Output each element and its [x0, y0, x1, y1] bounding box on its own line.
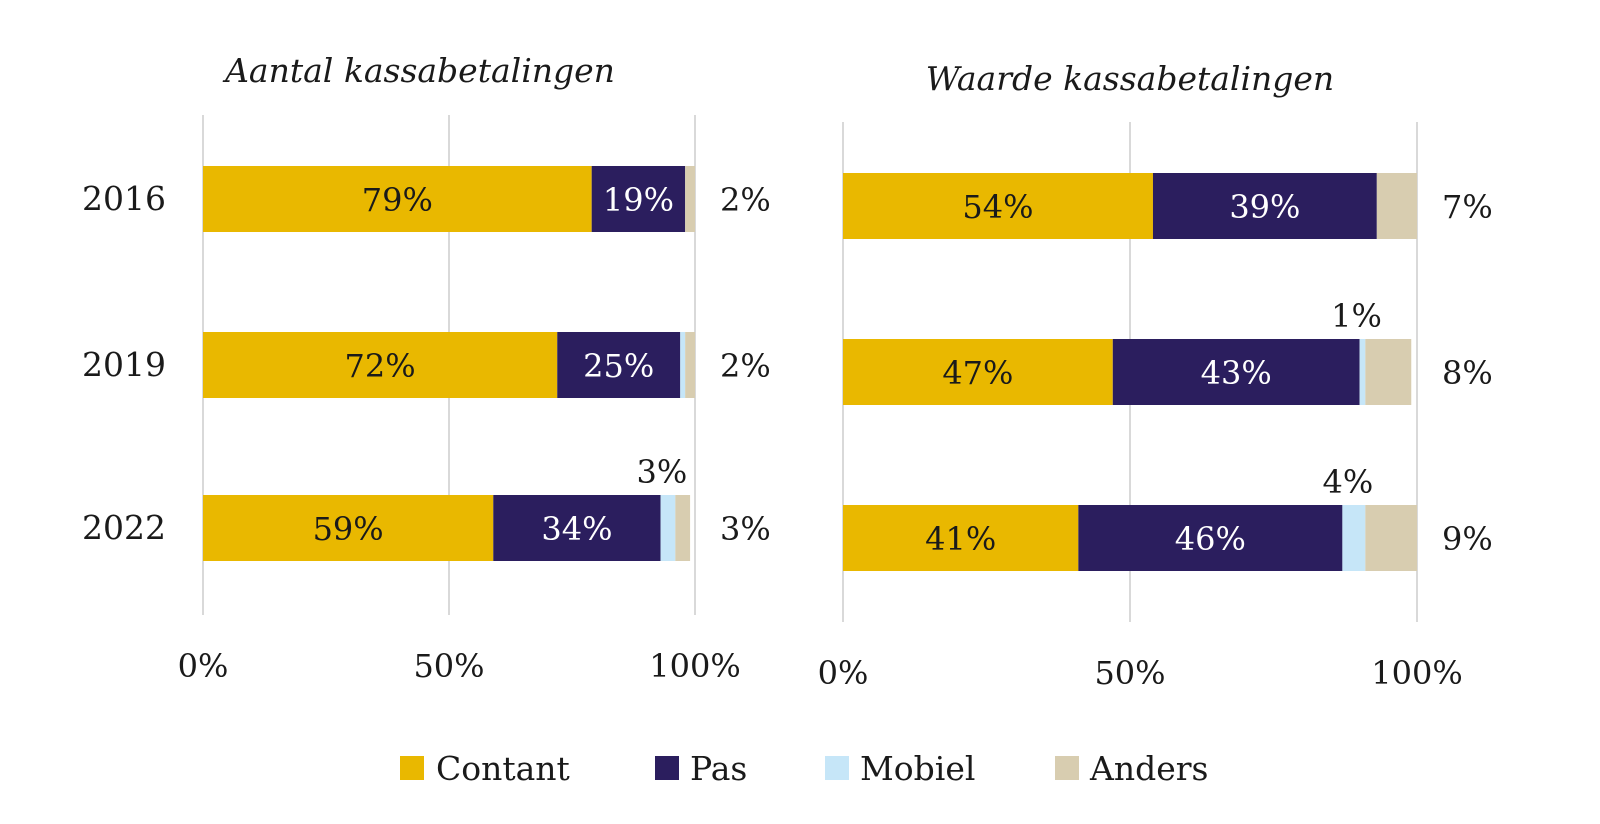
legend-label-anders: Anders [1089, 749, 1208, 788]
bar-segment-contant [203, 332, 558, 398]
data-label: 43% [1201, 354, 1272, 392]
year-label: 2019 [82, 345, 166, 384]
bar-segment-pas [1152, 173, 1377, 239]
bar-segment-anders [1376, 173, 1417, 239]
bar-segment-pas [591, 166, 686, 232]
bar-segment-contant [203, 166, 592, 232]
bar-segment-anders [1365, 339, 1412, 405]
legend-swatch-anders [1055, 756, 1079, 780]
data-label: 8% [1442, 354, 1493, 392]
data-label: 79% [362, 181, 433, 219]
data-label: 3% [637, 453, 688, 491]
legend-label-pas: Pas [690, 749, 747, 788]
data-label: 34% [541, 510, 612, 548]
data-label: 59% [313, 510, 384, 548]
bar-segment-anders [685, 166, 695, 232]
bar-segment-anders [685, 332, 695, 398]
bar-segment-contant [203, 495, 494, 561]
year-label: 2016 [82, 179, 166, 218]
year-label: 2022 [82, 508, 166, 547]
bar-segment-anders [675, 495, 691, 561]
data-label: 4% [1322, 463, 1373, 501]
data-label: 19% [603, 181, 674, 219]
data-label: 72% [345, 347, 416, 385]
data-label: 3% [720, 510, 771, 548]
x-tick-label: 0% [818, 654, 869, 692]
data-label: 47% [942, 354, 1013, 392]
legend-label-mobiel: Mobiel [860, 749, 975, 788]
legend-label-contant: Contant [436, 749, 570, 788]
bar-segment-mobiel [1342, 505, 1366, 571]
bar-segment-pas [1112, 339, 1360, 405]
bar-segment-contant [843, 173, 1153, 239]
bar-segment-mobiel [660, 495, 676, 561]
bar-segment-pas [557, 332, 681, 398]
data-label: 41% [925, 520, 996, 558]
data-label: 2% [720, 347, 771, 385]
data-label: 7% [1442, 188, 1493, 226]
bar-segment-mobiel [680, 332, 686, 398]
x-tick-label: 100% [1371, 654, 1462, 692]
x-tick-label: 100% [649, 647, 740, 685]
data-label: 9% [1442, 520, 1493, 558]
panel-title: Waarde kassabetalingen [926, 59, 1334, 98]
data-label: 2% [720, 181, 771, 219]
legend-swatch-mobiel [825, 756, 849, 780]
data-label: 54% [962, 188, 1033, 226]
bar-segment-contant [843, 339, 1113, 405]
bar-segment-pas [1078, 505, 1343, 571]
bar-segment-contant [843, 505, 1079, 571]
x-tick-label: 0% [178, 647, 229, 685]
x-tick-label: 50% [413, 647, 484, 685]
bar-segment-mobiel [1359, 339, 1366, 405]
bar-segment-anders [1365, 505, 1417, 571]
legend-swatch-contant [400, 756, 424, 780]
x-tick-label: 50% [1094, 654, 1165, 692]
data-label: 39% [1229, 188, 1300, 226]
data-label: 1% [1331, 297, 1382, 335]
legend-swatch-pas [655, 756, 679, 780]
panel-title: Aantal kassabetalingen [222, 51, 615, 90]
bar-segment-pas [493, 495, 661, 561]
data-label: 46% [1175, 520, 1246, 558]
data-label: 25% [583, 347, 654, 385]
